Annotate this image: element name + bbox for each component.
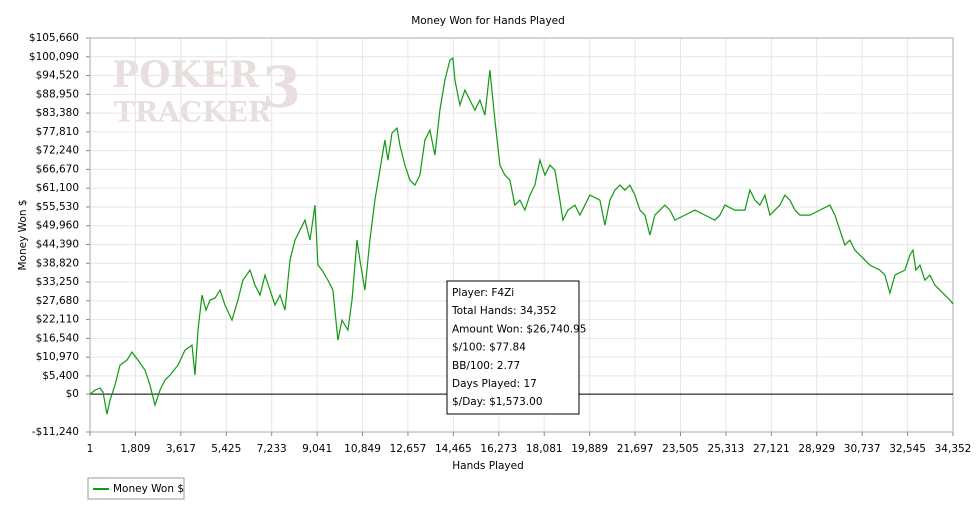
grid bbox=[89, 37, 954, 433]
y-tick-label: $44,390 bbox=[36, 239, 79, 251]
y-tick-label: $27,680 bbox=[36, 295, 79, 307]
y-tick-label: $66,670 bbox=[36, 163, 79, 175]
legend-box bbox=[87, 477, 185, 500]
info-line: Total Hands: 34,352 bbox=[451, 305, 557, 317]
y-tick-label: $38,820 bbox=[36, 257, 79, 269]
x-tick-label: 30,737 bbox=[844, 443, 881, 455]
x-tick-label: 14,465 bbox=[435, 443, 472, 455]
watermark: POKER bbox=[112, 54, 260, 96]
watermark: TRACKER bbox=[114, 96, 272, 129]
x-tick-label: 3,617 bbox=[166, 443, 196, 455]
x-tick-label: 7,233 bbox=[257, 443, 287, 455]
x-tick-label: 12,657 bbox=[390, 443, 427, 455]
x-tick-label: 16,273 bbox=[480, 443, 517, 455]
info-line: Days Played: 17 bbox=[452, 378, 537, 390]
info-line: $/100: $77.84 bbox=[452, 342, 526, 354]
y-tick-label: $10,970 bbox=[36, 351, 79, 363]
x-tick-label: 18,081 bbox=[526, 443, 563, 455]
y-tick-label: $94,520 bbox=[36, 70, 79, 82]
info-line: BB/100: 2.77 bbox=[452, 360, 520, 372]
y-tick-label: $16,540 bbox=[36, 332, 79, 344]
x-tick-label: 32,545 bbox=[889, 443, 926, 455]
series-line bbox=[89, 57, 954, 415]
y-tick-label: $33,250 bbox=[36, 276, 79, 288]
x-tick-label: 9,041 bbox=[302, 443, 332, 455]
x-tick-label: 19,889 bbox=[571, 443, 608, 455]
y-tick-label: $72,240 bbox=[36, 145, 79, 157]
y-tick-label: $83,380 bbox=[36, 107, 79, 119]
info-line: $/Day: $1,573.00 bbox=[452, 396, 543, 408]
info-line: Amount Won: $26,740.95 bbox=[452, 323, 586, 335]
x-tick-label: 1,809 bbox=[120, 443, 150, 455]
x-tick-label: 25,313 bbox=[708, 443, 745, 455]
x-tick-label: 34,352 bbox=[935, 443, 972, 455]
plot-border bbox=[89, 37, 954, 433]
x-tick-label: 5,425 bbox=[211, 443, 241, 455]
chart-title: Money Won for Hands Played bbox=[411, 15, 565, 27]
watermark: 3 bbox=[262, 55, 301, 121]
y-tick-label: $61,100 bbox=[36, 182, 79, 194]
y-tick-label: $0 bbox=[66, 388, 79, 400]
x-axis-label: Hands Played bbox=[452, 460, 523, 472]
y-tick-label: $22,110 bbox=[36, 314, 79, 326]
info-line: Player: F4Zi bbox=[452, 287, 514, 299]
y-tick-label: -$11,240 bbox=[32, 426, 79, 438]
x-tick-label: 10,849 bbox=[344, 443, 381, 455]
x-tick-label: 23,505 bbox=[662, 443, 699, 455]
x-tick-label: 27,121 bbox=[753, 443, 790, 455]
y-tick-label: $5,400 bbox=[42, 370, 79, 382]
legend-label: Money Won $ bbox=[113, 483, 184, 495]
y-tick-label: $77,810 bbox=[36, 126, 79, 138]
y-tick-label: $55,530 bbox=[36, 201, 79, 213]
y-tick-label: $88,950 bbox=[36, 88, 79, 100]
y-tick-label: $105,660 bbox=[29, 32, 79, 44]
y-axis-label: Money Won $ bbox=[17, 199, 29, 270]
info-box bbox=[446, 280, 580, 415]
x-tick-label: 28,929 bbox=[798, 443, 835, 455]
y-tick-label: $100,090 bbox=[29, 51, 79, 63]
y-tick-label: $49,960 bbox=[36, 220, 79, 232]
x-tick-label: 21,697 bbox=[617, 443, 654, 455]
x-tick-label: 1 bbox=[87, 443, 94, 455]
